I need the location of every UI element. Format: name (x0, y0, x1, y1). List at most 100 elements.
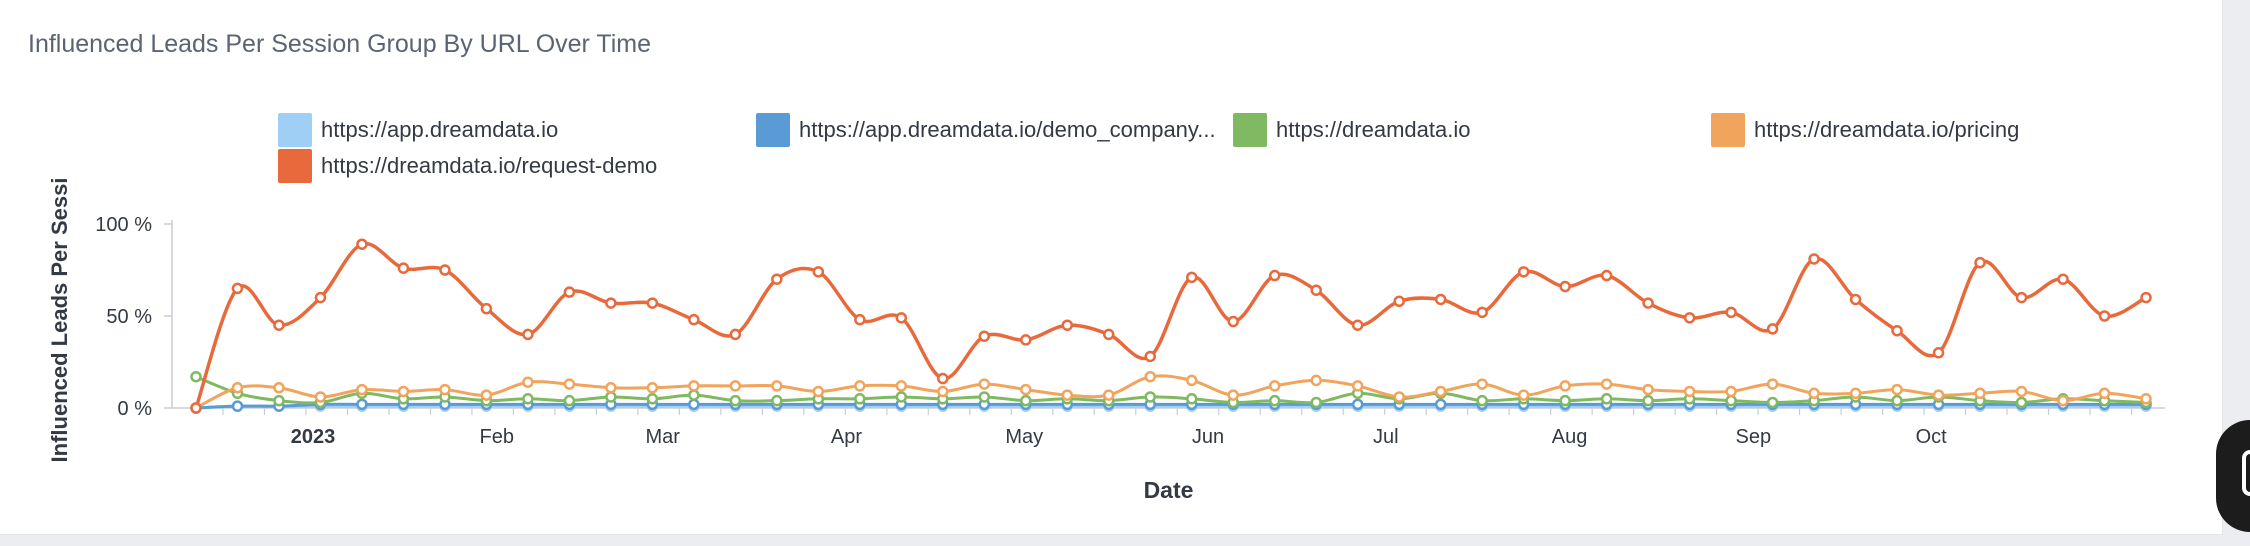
series-3-point (1974, 387, 1986, 400)
series-3-point (1061, 389, 1074, 401)
series-4-point (1517, 266, 1530, 278)
series-3-point (522, 376, 534, 388)
series-3-point (1103, 389, 1115, 401)
x-tick-label: Sep (1736, 426, 1772, 448)
series-3-point (1351, 380, 1364, 392)
series-3-point (1268, 380, 1281, 392)
series-4-point (1144, 350, 1157, 363)
series-4-point (1227, 315, 1239, 328)
series-3-point (895, 380, 908, 392)
series-4-point (1725, 306, 1737, 319)
series-4-point (439, 264, 451, 276)
series-4-point (1310, 284, 1322, 296)
x-tick-label: Oct (1916, 426, 1948, 448)
series-4-point (895, 312, 908, 324)
series-3-point (1434, 385, 1447, 398)
legend-swatch-pricing (1711, 113, 1745, 147)
series-2-point (190, 370, 202, 383)
legend-label-pricing: https://dreamdata.io/pricing (1754, 117, 2020, 142)
series-4-point (812, 266, 825, 278)
x-tick-label: Jun (1192, 426, 1224, 448)
legend-label-app: https://app.dreamdata.io (321, 117, 559, 142)
series-2-point (771, 394, 783, 407)
series-4-point (522, 328, 534, 341)
series-2-point (688, 389, 700, 401)
x-tick-label: Jul (1373, 426, 1399, 448)
series-3-point (2015, 385, 2028, 398)
series-3-point (1559, 380, 1571, 392)
chat-launcher-button[interactable] (2216, 420, 2250, 532)
series-4-point (563, 286, 576, 298)
series-2-point (1268, 394, 1281, 407)
y-tick-label: 100 % (95, 214, 152, 236)
legend-label-demo-company: https://app.dreamdata.io/demo_company... (799, 117, 1216, 142)
series-3-point (356, 383, 368, 396)
series-3-point (937, 385, 949, 398)
series-3-point (1766, 378, 1779, 390)
series-4-point (1476, 306, 1488, 319)
series-4-point (1185, 271, 1198, 284)
series-4-point (2015, 291, 2028, 304)
series-3-point (1932, 389, 1945, 401)
series-2-point (1891, 394, 1903, 407)
series-4-point (1642, 297, 1654, 309)
legend-item-pricing[interactable]: https://dreamdata.io/pricing (1711, 113, 2019, 147)
series-2-point (2015, 396, 2028, 409)
series-2-point (1642, 394, 1654, 407)
series-4-point (1020, 334, 1032, 346)
series-4-point (1766, 323, 1779, 335)
series-4-point (1351, 319, 1364, 331)
series-2-point (522, 393, 534, 405)
series-2-point (895, 391, 908, 403)
series-2-point (1020, 394, 1032, 407)
series-2-point (978, 391, 991, 403)
series-4-point (1268, 269, 1281, 282)
series-4-point (2140, 291, 2152, 304)
series-3-point (2098, 387, 2111, 400)
series-4-point (1559, 280, 1571, 293)
series-3-point (1144, 370, 1157, 383)
x-tick-label: May (1005, 426, 1043, 448)
x-tick-label: Aug (1552, 426, 1588, 448)
legend-item-app[interactable]: https://app.dreamdata.io (278, 113, 558, 147)
series-4-point (1434, 293, 1447, 306)
legend-item-demo-company[interactable]: https://app.dreamdata.io/demo_company... (756, 113, 1216, 147)
series-3-point (1600, 378, 1613, 390)
series-4-point (937, 372, 949, 385)
series-3-point (646, 382, 659, 394)
series-4-point (1393, 295, 1405, 308)
series-3-point (1891, 383, 1903, 396)
series-4-point (1932, 347, 1945, 359)
series-4-point (646, 297, 659, 309)
series-3-point (1227, 389, 1239, 401)
x-tick-label: Feb (480, 426, 514, 448)
line-chart: 0 % 50 % 100 % 2023 Feb Mar Apr May Jun Jul Aug Sep… (47, 178, 2165, 503)
x-axis-title: Date (1144, 477, 1194, 503)
series-3-point (1808, 387, 1820, 400)
series-2-point (273, 394, 285, 407)
series-4-point (2098, 310, 2111, 322)
x-tick-label: Apr (831, 426, 862, 448)
series-4-point (688, 313, 700, 326)
series-4-point (1103, 328, 1115, 341)
series-2-point (1185, 393, 1198, 405)
series-3-point (2140, 393, 2152, 405)
series-4-point (231, 282, 244, 295)
series-1-point (1351, 398, 1364, 411)
series-4-point (1061, 319, 1074, 331)
series-3-point (439, 383, 451, 396)
series-3-point (729, 380, 742, 392)
series-4-point (854, 313, 866, 326)
y-tick-label: 0 % (118, 398, 153, 420)
x-tick-label: Mar (646, 426, 681, 448)
series-4-point (1683, 312, 1696, 324)
series-3-point (1849, 387, 1862, 400)
legend-item-request-demo[interactable]: https://dreamdata.io/request-demo (278, 149, 657, 183)
series-3-point (978, 378, 991, 390)
series-4-line (194, 241, 2147, 409)
legend-item-dreamdata[interactable]: https://dreamdata.io (1233, 113, 1470, 147)
series-3-point (854, 380, 866, 392)
series-1-point (688, 398, 700, 411)
series-4-point (1808, 253, 1820, 265)
series-2-point (854, 393, 866, 405)
